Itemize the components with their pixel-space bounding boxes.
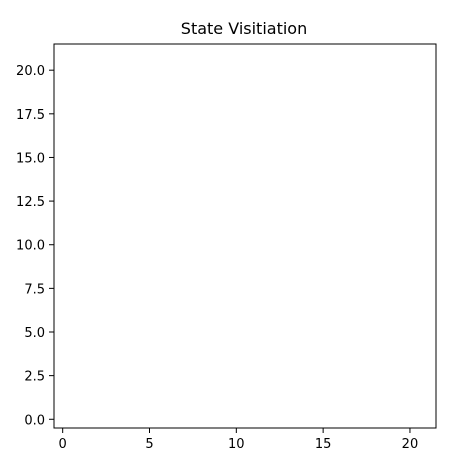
y-tick-label: 0.0 [24,413,45,428]
chart-title: State Visitiation [181,19,307,38]
y-tick-label: 15.0 [16,151,45,166]
y-tick-label: 10.0 [16,239,45,254]
y-tick-label: 7.5 [24,282,45,297]
x-tick-label: 5 [145,437,153,452]
x-tick-label: 10 [228,437,245,452]
x-tick-label: 20 [402,437,419,452]
axes-frame [53,43,437,429]
x-tick-label: 15 [315,437,332,452]
y-tick-label: 12.5 [16,195,45,210]
y-tick-label: 20.0 [16,64,45,79]
y-tick-label: 2.5 [24,370,45,385]
x-axis: 0 5 10 15 20 [59,428,419,452]
y-axis: 0.0 2.5 5.0 7.5 10.0 12.5 15.0 17.5 20.0 [16,64,54,428]
y-tick-label: 17.5 [16,108,45,123]
x-tick-label: 0 [59,437,67,452]
y-tick-label: 5.0 [24,326,45,341]
